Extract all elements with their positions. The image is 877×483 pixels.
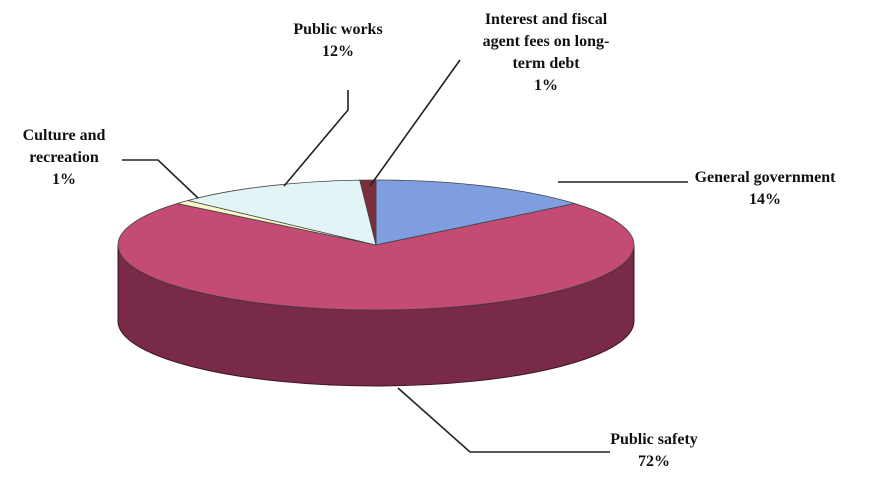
slice-label-4-line-2: term debt: [512, 55, 580, 72]
leader-line-4: [369, 59, 461, 187]
pie-slice-0: [375, 179, 575, 246]
pie-slice-3: [187, 179, 377, 246]
slice-label-0-line-1: 14%: [749, 191, 781, 208]
leader-lines: [122, 59, 688, 453]
pie-slice-4: [359, 179, 377, 246]
leader-line-3: [283, 90, 349, 187]
pie-slices: [117, 179, 635, 311]
slice-label-2-line-0: Culture and: [23, 127, 106, 144]
slice-label-4: Interest and fiscal agent fees on long-te…: [483, 11, 610, 94]
slice-label-3-line-1: 12%: [322, 43, 354, 60]
slice-label-1-line-0: Public safety: [610, 431, 698, 448]
slice-label-2-line-2: 1%: [52, 171, 76, 188]
slice-label-0-line-0: General government: [695, 169, 837, 186]
slice-labels: General government 14% Public safety 72% Cul…: [23, 11, 837, 470]
slice-label-4-line-1: agent fees on long-: [483, 33, 610, 50]
slice-label-2-line-1: recreation: [29, 149, 99, 166]
pie-slice-1: [117, 203, 635, 311]
slice-label-3-line-0: Public works: [293, 21, 382, 38]
slice-label-1: Public safety 72%: [610, 431, 698, 470]
slice-label-1-line-1: 72%: [638, 453, 670, 470]
leader-line-1: [397, 387, 610, 453]
slice-label-2: Culture and recreation 1%: [23, 127, 106, 188]
leader-line-2: [122, 159, 199, 199]
slice-label-4-line-0: Interest and fiscal: [485, 11, 608, 28]
slice-label-4-line-3: 1%: [534, 77, 558, 94]
slice-label-0: General government 14%: [695, 169, 837, 208]
slice-label-3: Public works 12%: [293, 21, 382, 60]
